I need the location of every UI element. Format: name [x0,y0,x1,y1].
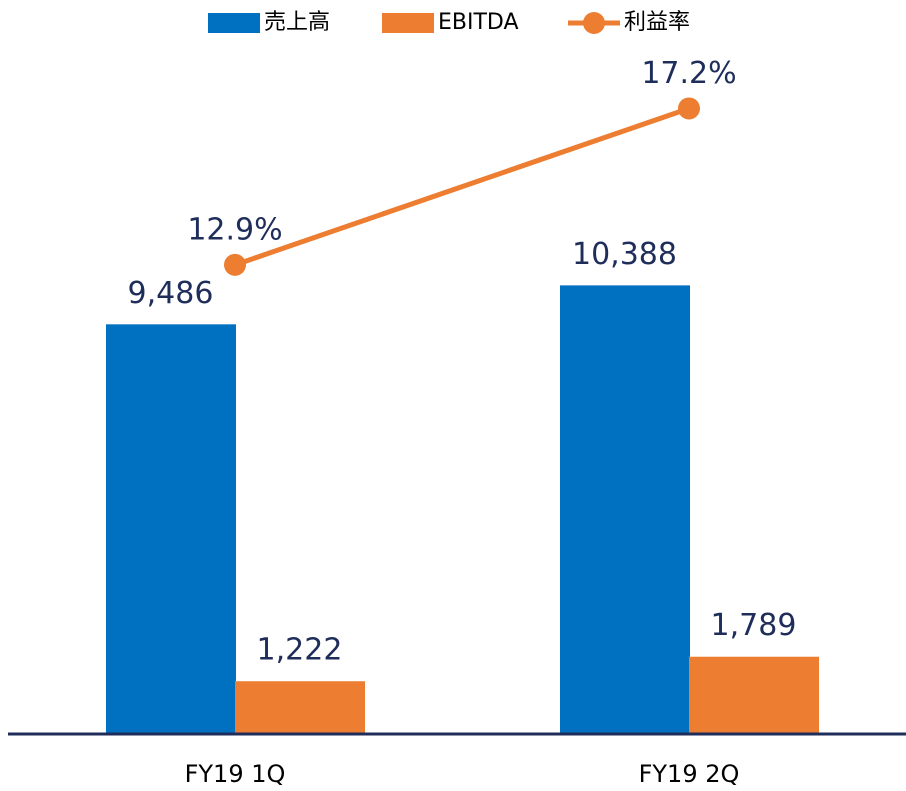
line [234,106,690,268]
data-label: 10,388 [572,237,677,272]
x-tick-label: FY19 1Q [185,760,286,788]
bar [106,324,236,734]
data-label: 1,222 [257,633,343,668]
data-label: 9,486 [128,276,214,311]
bar [560,285,690,734]
data-label: 1,789 [711,608,797,643]
data-label: 12.9% [187,212,282,247]
legend-swatch [382,13,434,33]
line-marker [224,253,246,276]
legend-label: EBITDA [438,10,519,35]
data-label: 17.2% [641,56,736,91]
legend-label: 売上高 [264,10,330,35]
legend-marker [583,12,605,34]
bar [235,681,365,734]
line-marker [678,97,700,120]
bar [689,656,819,734]
x-tick-label: FY19 2Q [639,760,740,788]
legend-swatch [208,13,260,33]
legend-label: 利益率 [624,10,690,35]
